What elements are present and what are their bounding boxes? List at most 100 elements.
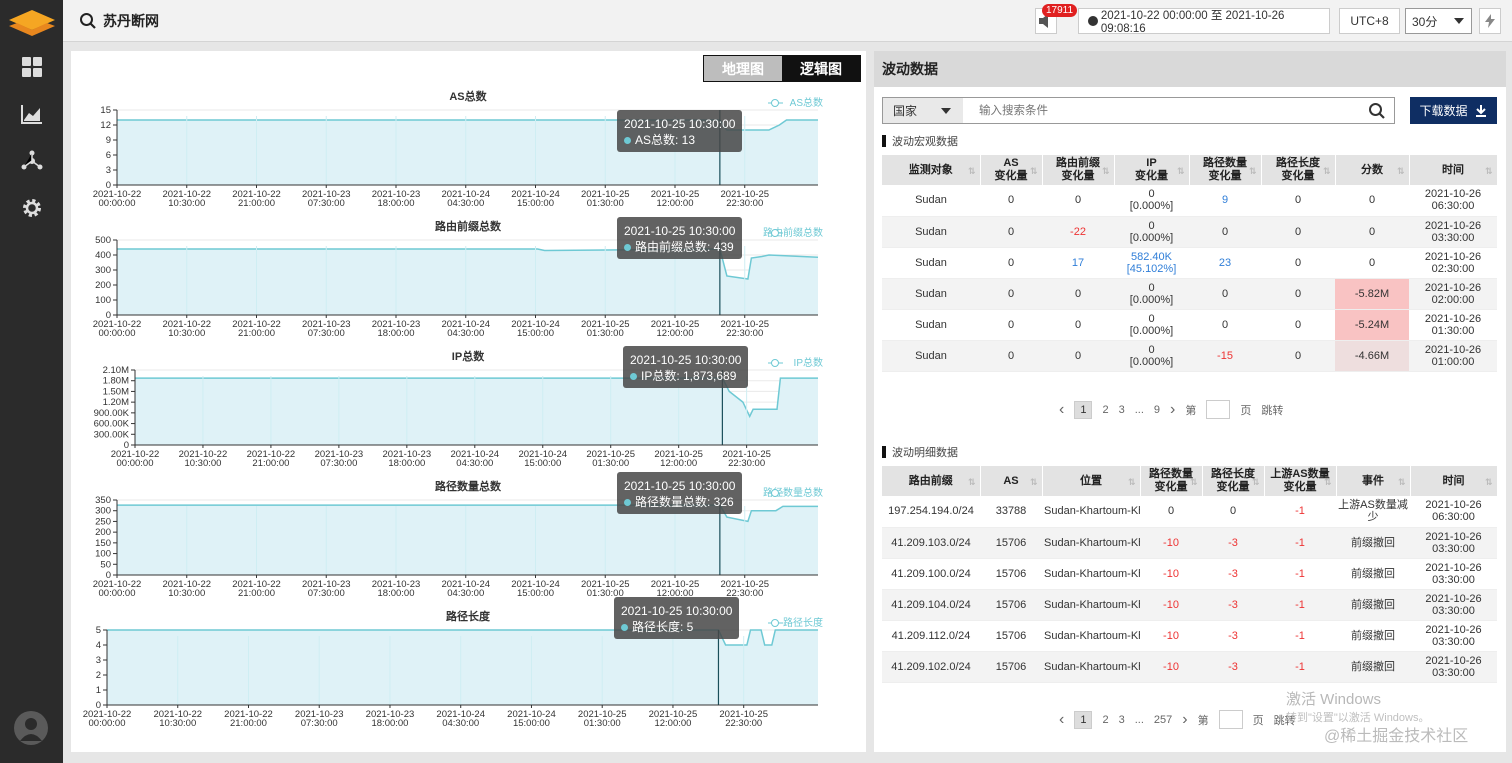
table-row[interactable]: 41.209.112.0/2415706Sudan-Khartoum-Khart… [882, 620, 1497, 652]
chart-title: IP总数 [452, 349, 485, 363]
sort-icon[interactable]: ⇅ [1176, 166, 1185, 176]
sort-icon[interactable]: ⇅ [1127, 477, 1136, 487]
avatar[interactable] [14, 711, 48, 745]
column-header[interactable]: 路由前缀 变化量 ⇅ [1042, 155, 1115, 185]
column-header[interactable]: AS ⇅ [980, 466, 1043, 496]
next-page-icon[interactable]: › [1170, 400, 1176, 418]
table-cell: 0 [1261, 247, 1335, 279]
table-cell: -10 [1140, 527, 1202, 559]
table-row[interactable]: 41.209.104.0/2415706Sudan-Khartoum-Khart… [882, 589, 1497, 621]
sort-icon[interactable]: ⇅ [1251, 477, 1260, 487]
column-header[interactable]: 路径数量 变化量 ⇅ [1140, 466, 1203, 496]
sort-icon[interactable]: ⇅ [1484, 477, 1493, 487]
column-header[interactable]: 路由前缀 ⇅ [882, 466, 981, 496]
column-header[interactable]: 上游AS数量 变化量 ⇅ [1264, 466, 1337, 496]
clock-icon [1088, 16, 1098, 26]
page-number[interactable]: 9 [1153, 403, 1160, 416]
page-number[interactable]: 2 [1102, 713, 1109, 726]
page-number[interactable]: ... [1134, 713, 1144, 726]
y-tick-label: 50 [100, 559, 111, 570]
watermark-site: @稀土掘金技术社区 [1324, 728, 1469, 745]
table-row[interactable]: 41.209.100.0/2415706Sudan-Khartoum-Khart… [882, 558, 1497, 590]
column-header[interactable]: 路径长度 变化量 ⇅ [1261, 155, 1336, 185]
refresh-button[interactable] [1479, 8, 1501, 34]
dashboard-icon[interactable] [19, 54, 45, 80]
tab-logic-map[interactable]: 逻辑图 [782, 56, 860, 81]
sort-icon[interactable]: ⇅ [1397, 477, 1406, 487]
page-number[interactable]: 1 [1074, 710, 1093, 729]
tab-geo-map[interactable]: 地理图 [704, 56, 782, 81]
table-cell: -1 [1264, 527, 1336, 559]
search-field-select[interactable]: 国家 [883, 98, 963, 123]
table-row[interactable]: Sudan 0 -22 0 [0.000%] 0 0 0 2021-10-26 03:30:00 [882, 216, 1497, 248]
table-row[interactable]: Sudan 0 0 0 [0.000%] -15 0 -4.66M 2021-10-26 01:0… [882, 340, 1497, 372]
column-header[interactable]: 事件 ⇅ [1336, 466, 1411, 496]
column-header[interactable]: 路径数量 变化量 ⇅ [1189, 155, 1262, 185]
table-cell: 2021-10-26 03:30:00 [1410, 589, 1497, 621]
page-input[interactable] [1206, 400, 1231, 419]
next-page-icon[interactable]: › [1182, 710, 1188, 728]
column-header[interactable]: 路径长度 变化量 ⇅ [1202, 466, 1265, 496]
search-icon[interactable] [1368, 102, 1386, 120]
column-header[interactable]: 时间 ⇅ [1409, 155, 1498, 185]
prev-page-icon[interactable]: ‹ [1059, 710, 1065, 728]
download-button[interactable]: 下载数据 [1410, 97, 1497, 124]
macro-section-label: 波动宏观数据 [892, 136, 958, 148]
page-number[interactable]: 1 [1074, 400, 1093, 419]
page-number[interactable]: 257 [1153, 713, 1173, 726]
table-row[interactable]: 197.254.194.0/2433788Sudan-Khartoum-Khar… [882, 496, 1497, 528]
table-row[interactable]: Sudan 0 0 0 [0.000%] 9 0 0 2021-10-26 06:30:00 [882, 185, 1497, 217]
timezone-select[interactable]: UTC+8 [1339, 8, 1400, 34]
table-row[interactable]: 41.209.103.0/2415706Sudan-Khartoum-Khart… [882, 527, 1497, 559]
table-cell: 0 [1189, 216, 1261, 248]
sort-icon[interactable]: ⇅ [1029, 477, 1038, 487]
column-header[interactable]: 监测对象 ⇅ [882, 155, 981, 185]
network-icon[interactable] [19, 148, 45, 174]
column-header[interactable]: AS 变化量 ⇅ [980, 155, 1043, 185]
y-tick-label: 0 [96, 700, 101, 711]
x-tick-label: 04:30:00 [442, 718, 479, 729]
prev-page-icon[interactable]: ‹ [1059, 400, 1065, 418]
settings-icon[interactable] [19, 195, 45, 221]
chart-legend: 路径长度 [783, 616, 823, 629]
page-input[interactable] [1218, 710, 1243, 729]
jump-button[interactable]: 跳转 [1273, 714, 1296, 727]
page-number[interactable]: 2 [1102, 403, 1109, 416]
table-cell: 0 [0.000%] [1114, 278, 1189, 310]
page-number[interactable]: ... [1134, 403, 1144, 416]
table-cell: 15706 [980, 527, 1042, 559]
table-cell: Sudan [882, 278, 980, 310]
column-header[interactable]: 分数 ⇅ [1335, 155, 1410, 185]
table-row[interactable]: 41.209.102.0/2415706Sudan-Khartoum-Khart… [882, 651, 1497, 683]
sort-icon[interactable]: ⇅ [1029, 166, 1038, 176]
table-cell: 0 [1189, 309, 1261, 341]
sort-icon[interactable]: ⇅ [1322, 166, 1331, 176]
page-number[interactable]: 3 [1118, 713, 1125, 726]
x-tick-label: 10:30:00 [184, 458, 221, 469]
sort-icon[interactable]: ⇅ [967, 166, 976, 176]
table-cell: 0 [0.000%] [1114, 340, 1189, 372]
sort-icon[interactable]: ⇅ [1101, 166, 1110, 176]
sort-icon[interactable]: ⇅ [1189, 477, 1198, 487]
sort-icon[interactable]: ⇅ [967, 477, 976, 487]
jump-button[interactable]: 跳转 [1261, 404, 1284, 417]
table-row[interactable]: Sudan 0 17 582.40K [45.102%] 23 0 0 2021-10-26 02… [882, 247, 1497, 279]
x-tick-label: 15:00:00 [513, 718, 550, 729]
column-header[interactable]: IP 变化量 ⇅ [1114, 155, 1190, 185]
sort-icon[interactable]: ⇅ [1248, 166, 1257, 176]
column-header[interactable]: 位置 ⇅ [1042, 466, 1141, 496]
date-range-picker[interactable]: 2021-10-22 00:00:00 至 2021-10-26 09:08:1… [1078, 8, 1330, 35]
table-row[interactable]: Sudan 0 0 0 [0.000%] 0 0 -5.82M 2021-10-26 02:00:… [882, 278, 1497, 310]
x-tick-label: 2021-10-24 [441, 319, 490, 330]
sort-icon[interactable]: ⇅ [1323, 477, 1332, 487]
sort-icon[interactable]: ⇅ [1484, 166, 1493, 176]
series-area [117, 505, 818, 575]
column-header[interactable]: 时间 ⇅ [1410, 466, 1498, 496]
interval-select[interactable]: 30分 [1405, 8, 1472, 34]
search-input[interactable] [963, 98, 1368, 123]
sort-icon[interactable]: ⇅ [1396, 166, 1405, 176]
page-number[interactable]: 3 [1118, 403, 1125, 416]
table-row[interactable]: Sudan 0 0 0 [0.000%] 0 0 -5.24M 2021-10-26 01:30:… [882, 309, 1497, 341]
chart-icon[interactable] [19, 101, 45, 127]
y-tick-label: 4 [96, 640, 101, 651]
